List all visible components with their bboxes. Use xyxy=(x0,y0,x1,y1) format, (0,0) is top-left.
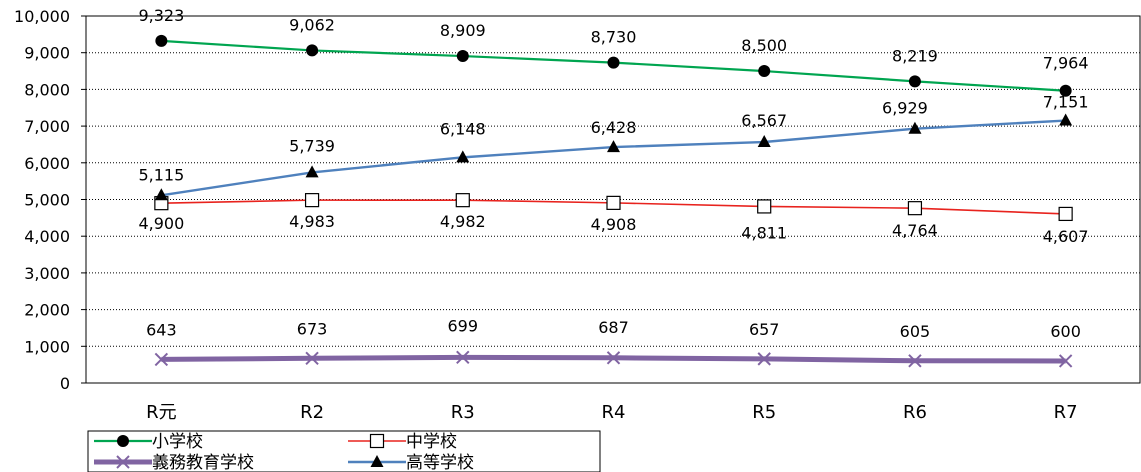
point-x xyxy=(305,351,319,366)
data-label: 6,148 xyxy=(440,119,486,138)
data-label: 5,739 xyxy=(289,136,335,155)
point-x xyxy=(908,354,922,368)
y-tick-label: 7,000 xyxy=(24,117,70,136)
data-label: 8,500 xyxy=(741,36,787,55)
y-tick-label: 10,000 xyxy=(14,7,70,26)
data-label: 8,909 xyxy=(440,21,486,40)
data-label: 4,811 xyxy=(741,223,787,242)
legend-label: 義務教育学校 xyxy=(152,453,254,472)
data-label: 643 xyxy=(146,320,177,339)
legend-label: 小学校 xyxy=(152,432,203,452)
point-x xyxy=(757,352,771,366)
x-tick-label: R3 xyxy=(451,402,475,423)
data-label: 600 xyxy=(1050,322,1081,341)
point-x xyxy=(154,352,169,367)
point-triangle xyxy=(370,455,384,467)
x-tick-label: R2 xyxy=(300,402,324,423)
data-label: 4,983 xyxy=(289,212,335,231)
data-label: 6,428 xyxy=(591,118,637,137)
data-label: 4,764 xyxy=(892,221,938,240)
data-label: 4,908 xyxy=(591,215,637,234)
point-triangle xyxy=(908,121,922,134)
legend-item: 義務教育学校 xyxy=(94,453,254,472)
point-circle xyxy=(1059,84,1072,97)
point-triangle xyxy=(305,165,319,178)
x-tick-label: R4 xyxy=(602,402,626,423)
data-label: 605 xyxy=(900,322,931,341)
point-circle xyxy=(908,75,921,88)
data-label: 4,982 xyxy=(440,212,486,231)
series-group xyxy=(154,34,1073,368)
point-triangle xyxy=(1059,113,1073,126)
point-circle xyxy=(117,435,129,447)
data-label: 6,929 xyxy=(882,99,928,118)
point-circle xyxy=(758,65,771,78)
y-tick-label: 2,000 xyxy=(24,301,70,320)
data-label: 8,219 xyxy=(892,46,938,65)
point-square xyxy=(757,199,772,214)
legend-item: 中学校 xyxy=(348,432,457,452)
point-triangle xyxy=(607,140,620,153)
series-3 xyxy=(154,350,1073,368)
point-circle xyxy=(306,44,319,57)
point-circle xyxy=(155,34,168,47)
series-4 xyxy=(154,113,1073,201)
y-tick-label: 4,000 xyxy=(24,227,70,246)
x-tick-label: R5 xyxy=(752,402,776,423)
point-square xyxy=(606,195,621,210)
data-label: 8,730 xyxy=(591,28,637,47)
data-label: 657 xyxy=(749,320,780,339)
data-label: 7,151 xyxy=(1043,93,1089,112)
legend-item: 小学校 xyxy=(94,432,203,452)
data-label: 5,115 xyxy=(138,165,184,184)
data-label: 9,323 xyxy=(138,6,184,25)
data-label: 4,900 xyxy=(138,214,184,233)
y-tick-label: 3,000 xyxy=(24,264,70,283)
legend-box xyxy=(87,430,601,472)
y-tick-label: 5,000 xyxy=(24,191,70,210)
x-axis-ticks: R元 R2 R3 R4 R5 R6 R7 xyxy=(146,402,1078,423)
point-x xyxy=(116,455,130,469)
point-circle xyxy=(607,56,620,69)
point-square xyxy=(304,193,320,208)
x-tick-label: R7 xyxy=(1054,402,1078,423)
point-circle xyxy=(456,50,469,63)
y-tick-label: 8,000 xyxy=(24,80,70,99)
series-1 xyxy=(155,34,1072,97)
point-triangle xyxy=(456,150,470,163)
point-triangle xyxy=(154,188,168,201)
point-triangle xyxy=(757,134,771,147)
y-tick-label: 0 xyxy=(60,374,70,393)
y-tick-label: 6,000 xyxy=(24,154,70,173)
y-axis-ticks: 0 1,000 2,000 3,000 4,000 5,000 6,000 7,000 8,00… xyxy=(14,7,86,393)
point-x xyxy=(606,351,621,365)
data-label: 6,567 xyxy=(741,111,787,130)
point-x xyxy=(456,350,470,365)
legend-item: 高等学校 xyxy=(348,453,474,472)
legend-label: 高等学校 xyxy=(406,453,474,472)
x-tick-label: R元 xyxy=(146,402,177,423)
x-tick-label: R6 xyxy=(903,402,927,423)
y-tick-label: 1,000 xyxy=(24,337,70,356)
data-label: 9,062 xyxy=(289,15,335,34)
point-square xyxy=(907,201,923,216)
data-label: 687 xyxy=(598,318,629,337)
data-label: 7,964 xyxy=(1043,54,1089,73)
legend-label: 中学校 xyxy=(406,432,457,452)
data-label: 4,607 xyxy=(1043,227,1089,246)
data-labels: 9,323 9,062 8,909 8,730 8,500 8,219 7,964 4,900… xyxy=(138,6,1088,341)
point-x xyxy=(1058,354,1073,368)
point-square xyxy=(1058,206,1073,222)
y-tick-label: 9,000 xyxy=(24,44,70,63)
point-square xyxy=(455,193,470,208)
data-label: 673 xyxy=(297,319,328,338)
point-square xyxy=(369,433,385,449)
data-label: 699 xyxy=(448,316,479,335)
